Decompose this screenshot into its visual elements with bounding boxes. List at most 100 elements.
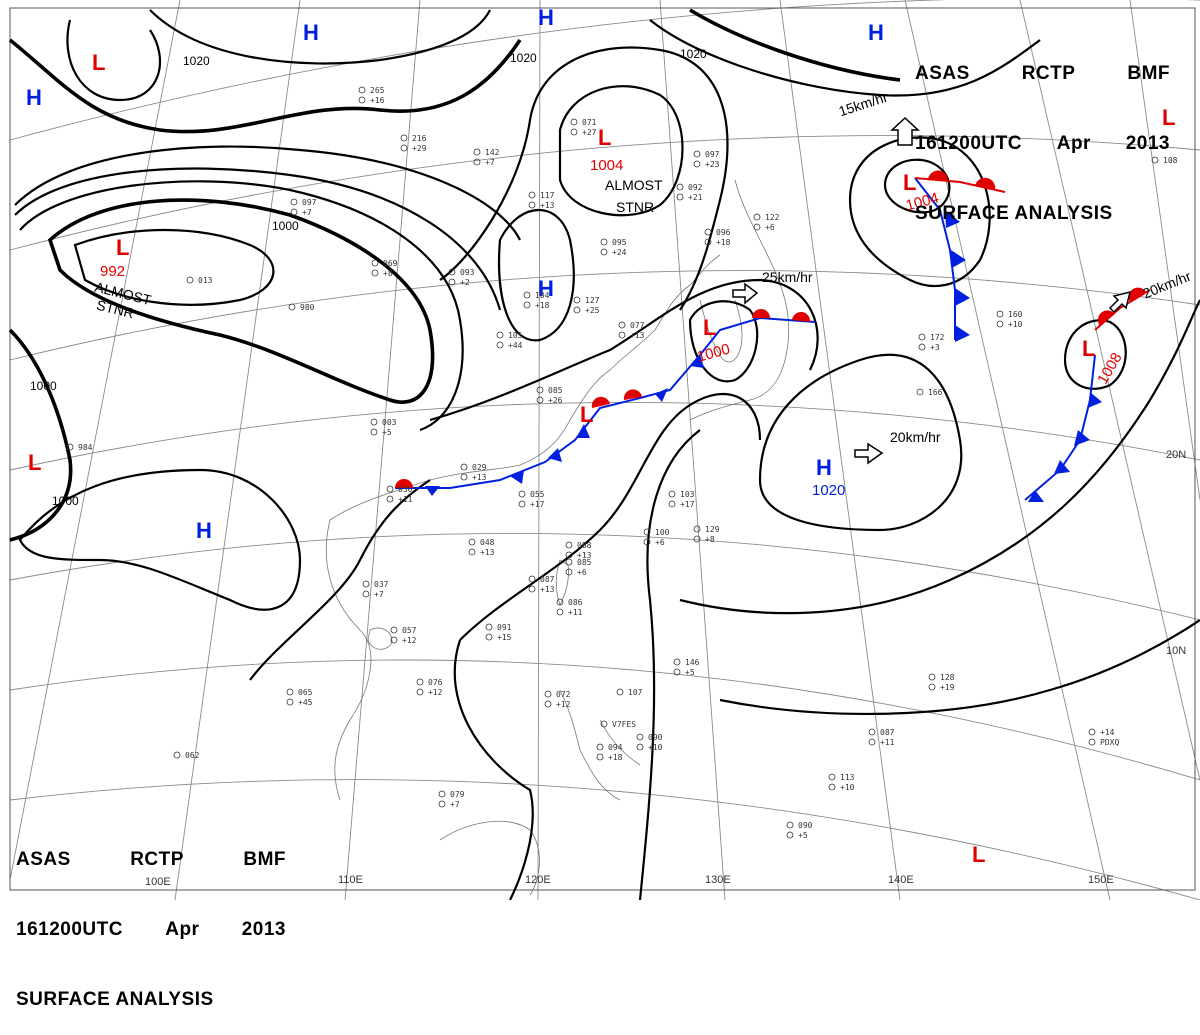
latitude-line-10s (9, 779, 1200, 900)
station-code: +7 (450, 800, 460, 809)
station-circle-icon (565, 551, 573, 559)
high-pressure-symbol: H (26, 85, 42, 110)
header-center: RCTP (130, 849, 184, 870)
station-code: +12 (556, 700, 571, 709)
header-region: ASAS (915, 63, 970, 84)
station-circle-icon (868, 728, 876, 736)
header-month: Apr (1056, 133, 1091, 154)
cold-front-east (914, 177, 956, 340)
station-code: +5 (685, 668, 695, 677)
header-month: Apr (165, 919, 200, 940)
isobar-front-wrap (429, 278, 819, 422)
longitude-line-140e (779, 0, 901, 900)
station-code: 216 (412, 134, 427, 143)
cold-front-symbol (1054, 460, 1070, 474)
isobar-label-1020-a: 1020 (183, 54, 210, 68)
station-circle-icon (668, 490, 676, 498)
latitude-line-40n (9, 135, 1200, 251)
station-circle-icon (528, 201, 536, 209)
station-circle-icon (573, 296, 581, 304)
isobar-1020-northeast (689, 8, 901, 82)
station-code: 076 (428, 678, 443, 687)
longitude-line-130e (659, 0, 726, 900)
station-code: +17 (680, 500, 695, 509)
station-code: +8 (383, 269, 393, 278)
station-circle-icon (186, 276, 194, 284)
station-circle-icon (523, 301, 531, 309)
station-circle-icon (358, 86, 366, 94)
station-circle-icon (416, 688, 424, 696)
station-circle-icon (868, 738, 876, 746)
station-code: 090 (648, 733, 663, 742)
station-code: +23 (705, 160, 720, 169)
station-circle-icon (693, 160, 701, 168)
station-circle-icon (66, 443, 74, 451)
station-code: 071 (582, 118, 597, 127)
station-circle-icon (596, 753, 604, 761)
station-code: 095 (612, 238, 627, 247)
cold-front-symbol (425, 486, 440, 496)
station-code: 160 (1008, 310, 1023, 319)
station-code: 087 (540, 575, 555, 584)
station-circle-icon (290, 198, 298, 206)
station-code: 087 (880, 728, 895, 737)
station-code: 113 (840, 773, 855, 782)
station-circle-icon (544, 690, 552, 698)
station-circle-icon (370, 428, 378, 436)
station-code: 085 (548, 386, 563, 395)
stationary-front-main (395, 316, 816, 489)
longitude-label: 140E (888, 874, 914, 886)
warm-front-symbol (395, 479, 413, 488)
isobar-high-china (498, 208, 575, 342)
station-code: +17 (530, 500, 545, 509)
header-line-2: 161200UTC Apr 2013 (915, 132, 1170, 156)
isobar-south-wide (249, 479, 534, 900)
station-code: 003 (382, 418, 397, 427)
station-code: +12 (428, 688, 443, 697)
station-circle-icon (928, 683, 936, 691)
surface-analysis-map: 1020 1020 1020 1000 1000 1000 (8, 0, 1200, 900)
warm-front-symbol (591, 396, 610, 408)
isobar-label-1000-b: 1000 (30, 379, 57, 393)
station-code: 062 (185, 751, 200, 760)
cold-front-symbol (690, 354, 704, 368)
cold-front-symbol (1074, 430, 1090, 446)
header-time: 161200UTC (16, 919, 123, 940)
station-code: V7FES (612, 720, 636, 729)
station-circle-icon (536, 396, 544, 404)
longitude-line-120e (537, 0, 541, 900)
station-circle-icon (371, 259, 379, 267)
isobar-value-labels: 1020 1020 1020 1000 1000 1000 (30, 47, 707, 508)
station-code: 107 (628, 688, 643, 697)
station-code: 128 (940, 673, 955, 682)
isobar-east-wave (758, 353, 963, 532)
longitude-label: 150E (1088, 874, 1114, 886)
pressure-value: 1004 (590, 157, 623, 174)
isobars (8, 8, 1200, 900)
station-circle-icon (600, 248, 608, 256)
isobar-central-wrap (439, 46, 729, 311)
station-code: 037 (374, 580, 389, 589)
coastline-indochina (325, 519, 372, 801)
system-note: ALMOST STNR (605, 177, 663, 215)
station-code: 265 (370, 86, 385, 95)
cold-front-symbol (951, 250, 966, 268)
station-code: 072 (556, 690, 571, 699)
station-circle-icon (693, 525, 701, 533)
station-code: +5 (382, 428, 392, 437)
isobar-inner-992 (73, 228, 275, 306)
station-code: +10 (840, 783, 855, 792)
isobar-southeast (719, 619, 1200, 715)
station-circle-icon (600, 238, 608, 246)
station-circle-icon (596, 743, 604, 751)
warm-front-symbol (928, 170, 949, 181)
low-pressure-symbol: L (580, 402, 593, 427)
station-circle-icon (673, 658, 681, 666)
header-region: ASAS (16, 849, 71, 870)
movement-arrow-north (890, 116, 920, 146)
longitude-label: 130E (705, 874, 731, 886)
station-code: 093 (460, 268, 475, 277)
station-code: 980 (300, 303, 315, 312)
map-frame (9, 7, 1196, 891)
header-year: 2013 (241, 919, 286, 940)
